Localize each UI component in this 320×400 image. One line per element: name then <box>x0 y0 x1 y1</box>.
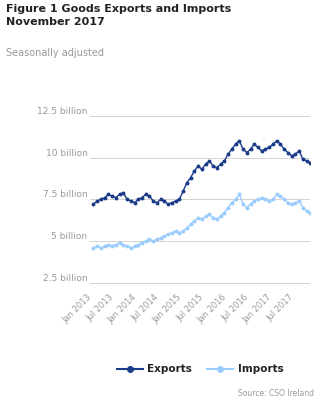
Legend: Exports, Imports: Exports, Imports <box>113 360 287 378</box>
Text: Seasonally adjusted: Seasonally adjusted <box>6 48 104 58</box>
Text: 2.5 billion: 2.5 billion <box>43 274 87 283</box>
Text: 5 billion: 5 billion <box>51 232 87 241</box>
Text: 7.5 billion: 7.5 billion <box>43 190 87 199</box>
Text: 10 billion: 10 billion <box>45 148 87 158</box>
Text: Source: CSO Ireland: Source: CSO Ireland <box>238 389 314 398</box>
Text: Figure 1 Goods Exports and Imports
November 2017: Figure 1 Goods Exports and Imports Novem… <box>6 4 232 27</box>
Text: 12.5 billion: 12.5 billion <box>37 107 87 116</box>
